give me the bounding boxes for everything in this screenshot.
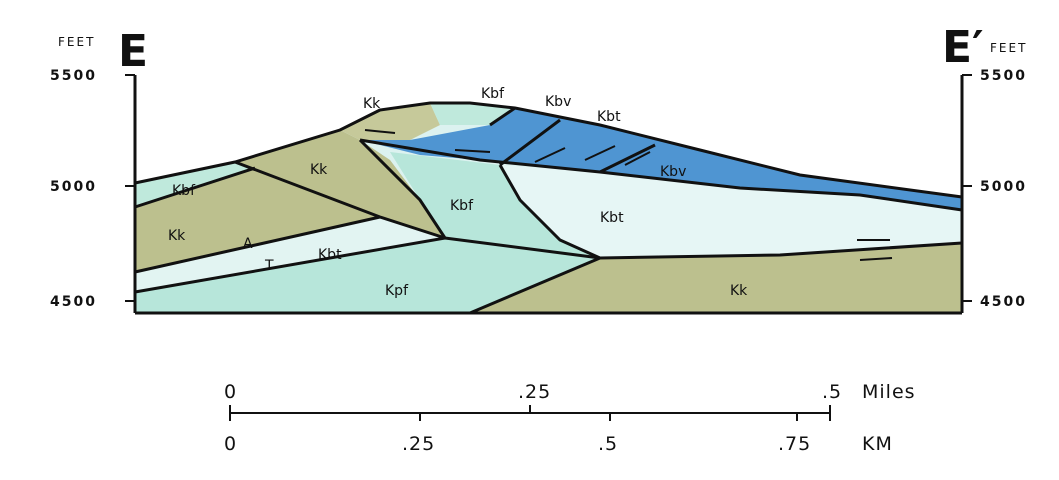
section-label: E bbox=[118, 26, 148, 77]
unit-label: Kk bbox=[730, 283, 748, 299]
fault bbox=[499, 118, 561, 167]
arrow bbox=[454, 149, 491, 153]
unit-label: Kbt bbox=[597, 109, 621, 125]
scale-label: .25 bbox=[518, 381, 551, 403]
kk-right bbox=[470, 243, 962, 313]
unit-label: Kbv bbox=[660, 164, 686, 180]
arrow bbox=[584, 145, 616, 161]
contact bbox=[469, 256, 601, 315]
fault bbox=[359, 138, 963, 212]
unit-label: T bbox=[264, 258, 274, 274]
fault bbox=[498, 164, 601, 260]
tick-label: 5000 bbox=[50, 179, 97, 195]
unit-label: Kpf bbox=[385, 283, 409, 299]
scale-label: 0 bbox=[224, 433, 237, 455]
unit-label: Kk bbox=[168, 228, 186, 244]
unit-label: Kbf bbox=[481, 86, 505, 102]
contact bbox=[134, 166, 256, 209]
unit-label: Kbf bbox=[172, 183, 196, 199]
fault bbox=[358, 138, 447, 239]
arrow bbox=[534, 147, 566, 163]
arrow bbox=[364, 129, 396, 134]
axis-unit: FEET bbox=[990, 41, 1027, 55]
ticks bbox=[125, 74, 972, 302]
section-label: E′ bbox=[942, 22, 984, 73]
surface bbox=[134, 101, 963, 199]
scale-bar bbox=[229, 405, 831, 421]
scale-unit: KM bbox=[862, 433, 893, 455]
arrow bbox=[624, 151, 651, 166]
fault bbox=[489, 106, 516, 127]
unit-label: Kbt bbox=[318, 247, 342, 263]
tick-label: 5500 bbox=[980, 68, 1027, 84]
unit-label: Kbf bbox=[450, 198, 474, 214]
fault bbox=[134, 215, 381, 274]
scale-label: .5 bbox=[598, 433, 618, 455]
unit-labels: Kk Kbf Kbv Kbt Kk Kbf Kbv Kbf Kbt Kk A Kbt T Kpf Kk bbox=[168, 86, 748, 299]
unit-label: Kk bbox=[310, 162, 328, 178]
arrows bbox=[364, 129, 893, 261]
unit-label: Kbt bbox=[600, 210, 624, 226]
arrow bbox=[859, 257, 893, 261]
scale-label: 0 bbox=[224, 381, 237, 403]
unit-label: Kbv bbox=[545, 94, 571, 110]
tick-label: 5000 bbox=[980, 179, 1027, 195]
scale-label: .5 bbox=[822, 381, 842, 403]
kbt-middle bbox=[500, 165, 962, 258]
unit-label: Kk bbox=[363, 96, 381, 112]
scale-label: .75 bbox=[778, 433, 811, 455]
scale-label: .25 bbox=[402, 433, 435, 455]
kpf-lower bbox=[135, 238, 600, 313]
contacts bbox=[133, 75, 964, 315]
kbv-band bbox=[360, 108, 962, 210]
kk-middle bbox=[235, 130, 445, 238]
axis-unit: FEET bbox=[58, 35, 95, 49]
tick-label: 5500 bbox=[50, 68, 97, 84]
kbt-left bbox=[135, 217, 445, 292]
kbf-top bbox=[430, 103, 515, 125]
fault bbox=[599, 143, 656, 174]
scale-unit: Miles bbox=[862, 381, 916, 403]
tick-label: 4500 bbox=[50, 294, 97, 310]
unit-label: A bbox=[243, 236, 253, 252]
tick-label: 4500 bbox=[980, 294, 1027, 310]
